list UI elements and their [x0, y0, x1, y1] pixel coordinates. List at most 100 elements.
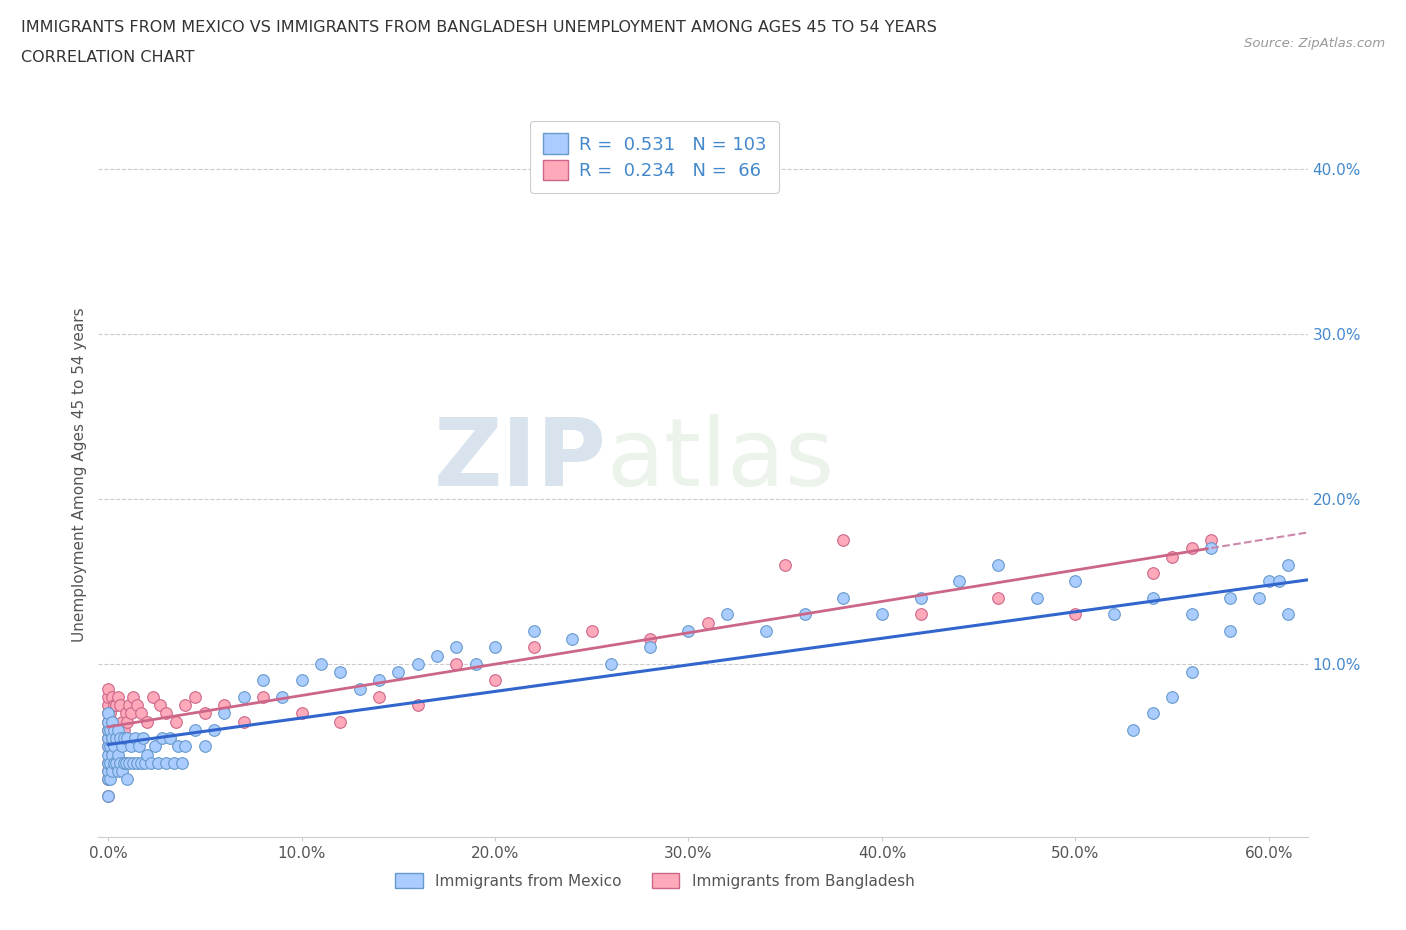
Point: [107, 723, 129, 737]
Point: [118, 698, 141, 712]
Point: [127, 755, 149, 770]
Point: [1161, 550, 1184, 565]
Point: [120, 706, 142, 721]
Point: [122, 755, 145, 770]
Point: [484, 640, 506, 655]
Text: IMMIGRANTS FROM MEXICO VS IMMIGRANTS FROM BANGLADESH UNEMPLOYMENT AMONG AGES 45 : IMMIGRANTS FROM MEXICO VS IMMIGRANTS FRO…: [21, 20, 936, 35]
Text: atlas: atlas: [606, 414, 835, 506]
Point: [212, 706, 235, 721]
Point: [108, 731, 131, 746]
Point: [581, 623, 603, 638]
Point: [1257, 574, 1279, 589]
Point: [1180, 665, 1202, 680]
Point: [1180, 541, 1202, 556]
Point: [484, 673, 506, 688]
Point: [97, 731, 120, 746]
Point: [406, 657, 429, 671]
Point: [406, 698, 429, 712]
Point: [112, 755, 135, 770]
Point: [349, 681, 371, 696]
Text: Source: ZipAtlas.com: Source: ZipAtlas.com: [1244, 37, 1385, 50]
Point: [184, 723, 207, 737]
Point: [1219, 623, 1241, 638]
Point: [271, 689, 294, 704]
Point: [368, 689, 391, 704]
Point: [111, 714, 134, 729]
Point: [1199, 541, 1222, 556]
Point: [120, 738, 142, 753]
Point: [103, 723, 125, 737]
Point: [135, 747, 157, 762]
Point: [98, 772, 121, 787]
Point: [523, 640, 546, 655]
Point: [104, 755, 127, 770]
Point: [98, 723, 121, 737]
Point: [107, 689, 129, 704]
Point: [124, 731, 146, 746]
Point: [155, 755, 177, 770]
Point: [638, 640, 661, 655]
Point: [1277, 557, 1299, 572]
Point: [97, 747, 120, 762]
Point: [212, 698, 235, 712]
Point: [793, 607, 815, 622]
Point: [1102, 607, 1125, 622]
Point: [101, 689, 124, 704]
Point: [446, 640, 468, 655]
Point: [103, 738, 125, 753]
Point: [107, 747, 129, 762]
Point: [368, 673, 391, 688]
Point: [103, 723, 125, 737]
Point: [910, 591, 932, 605]
Point: [98, 755, 121, 770]
Point: [159, 731, 181, 746]
Point: [755, 623, 778, 638]
Point: [155, 706, 177, 721]
Point: [987, 591, 1010, 605]
Point: [108, 698, 131, 712]
Point: [143, 738, 166, 753]
Point: [97, 681, 120, 696]
Point: [103, 755, 125, 770]
Point: [127, 698, 149, 712]
Point: [97, 723, 120, 737]
Point: [290, 673, 312, 688]
Point: [1122, 723, 1144, 737]
Point: [104, 698, 127, 712]
Point: [1064, 574, 1087, 589]
Point: [97, 723, 120, 737]
Point: [97, 772, 120, 787]
Point: [97, 706, 120, 721]
Point: [1142, 591, 1164, 605]
Point: [98, 723, 121, 737]
Point: [910, 607, 932, 622]
Point: [111, 764, 134, 778]
Point: [464, 657, 486, 671]
Point: [107, 723, 129, 737]
Point: [117, 772, 139, 787]
Point: [561, 631, 583, 646]
Point: [97, 789, 120, 804]
Text: CORRELATION CHART: CORRELATION CHART: [21, 50, 194, 65]
Point: [832, 533, 855, 548]
Point: [114, 755, 136, 770]
Point: [446, 657, 468, 671]
Point: [184, 689, 207, 704]
Y-axis label: Unemployment Among Ages 45 to 54 years: Unemployment Among Ages 45 to 54 years: [72, 307, 87, 642]
Point: [104, 731, 127, 746]
Point: [134, 755, 156, 770]
Point: [678, 623, 700, 638]
Point: [142, 689, 165, 704]
Point: [166, 738, 188, 753]
Point: [98, 738, 121, 753]
Point: [122, 689, 145, 704]
Point: [1277, 607, 1299, 622]
Point: [232, 714, 254, 729]
Point: [101, 731, 124, 746]
Point: [97, 714, 120, 729]
Point: [1180, 607, 1202, 622]
Point: [1219, 591, 1241, 605]
Point: [97, 764, 120, 778]
Point: [129, 755, 152, 770]
Point: [97, 738, 120, 753]
